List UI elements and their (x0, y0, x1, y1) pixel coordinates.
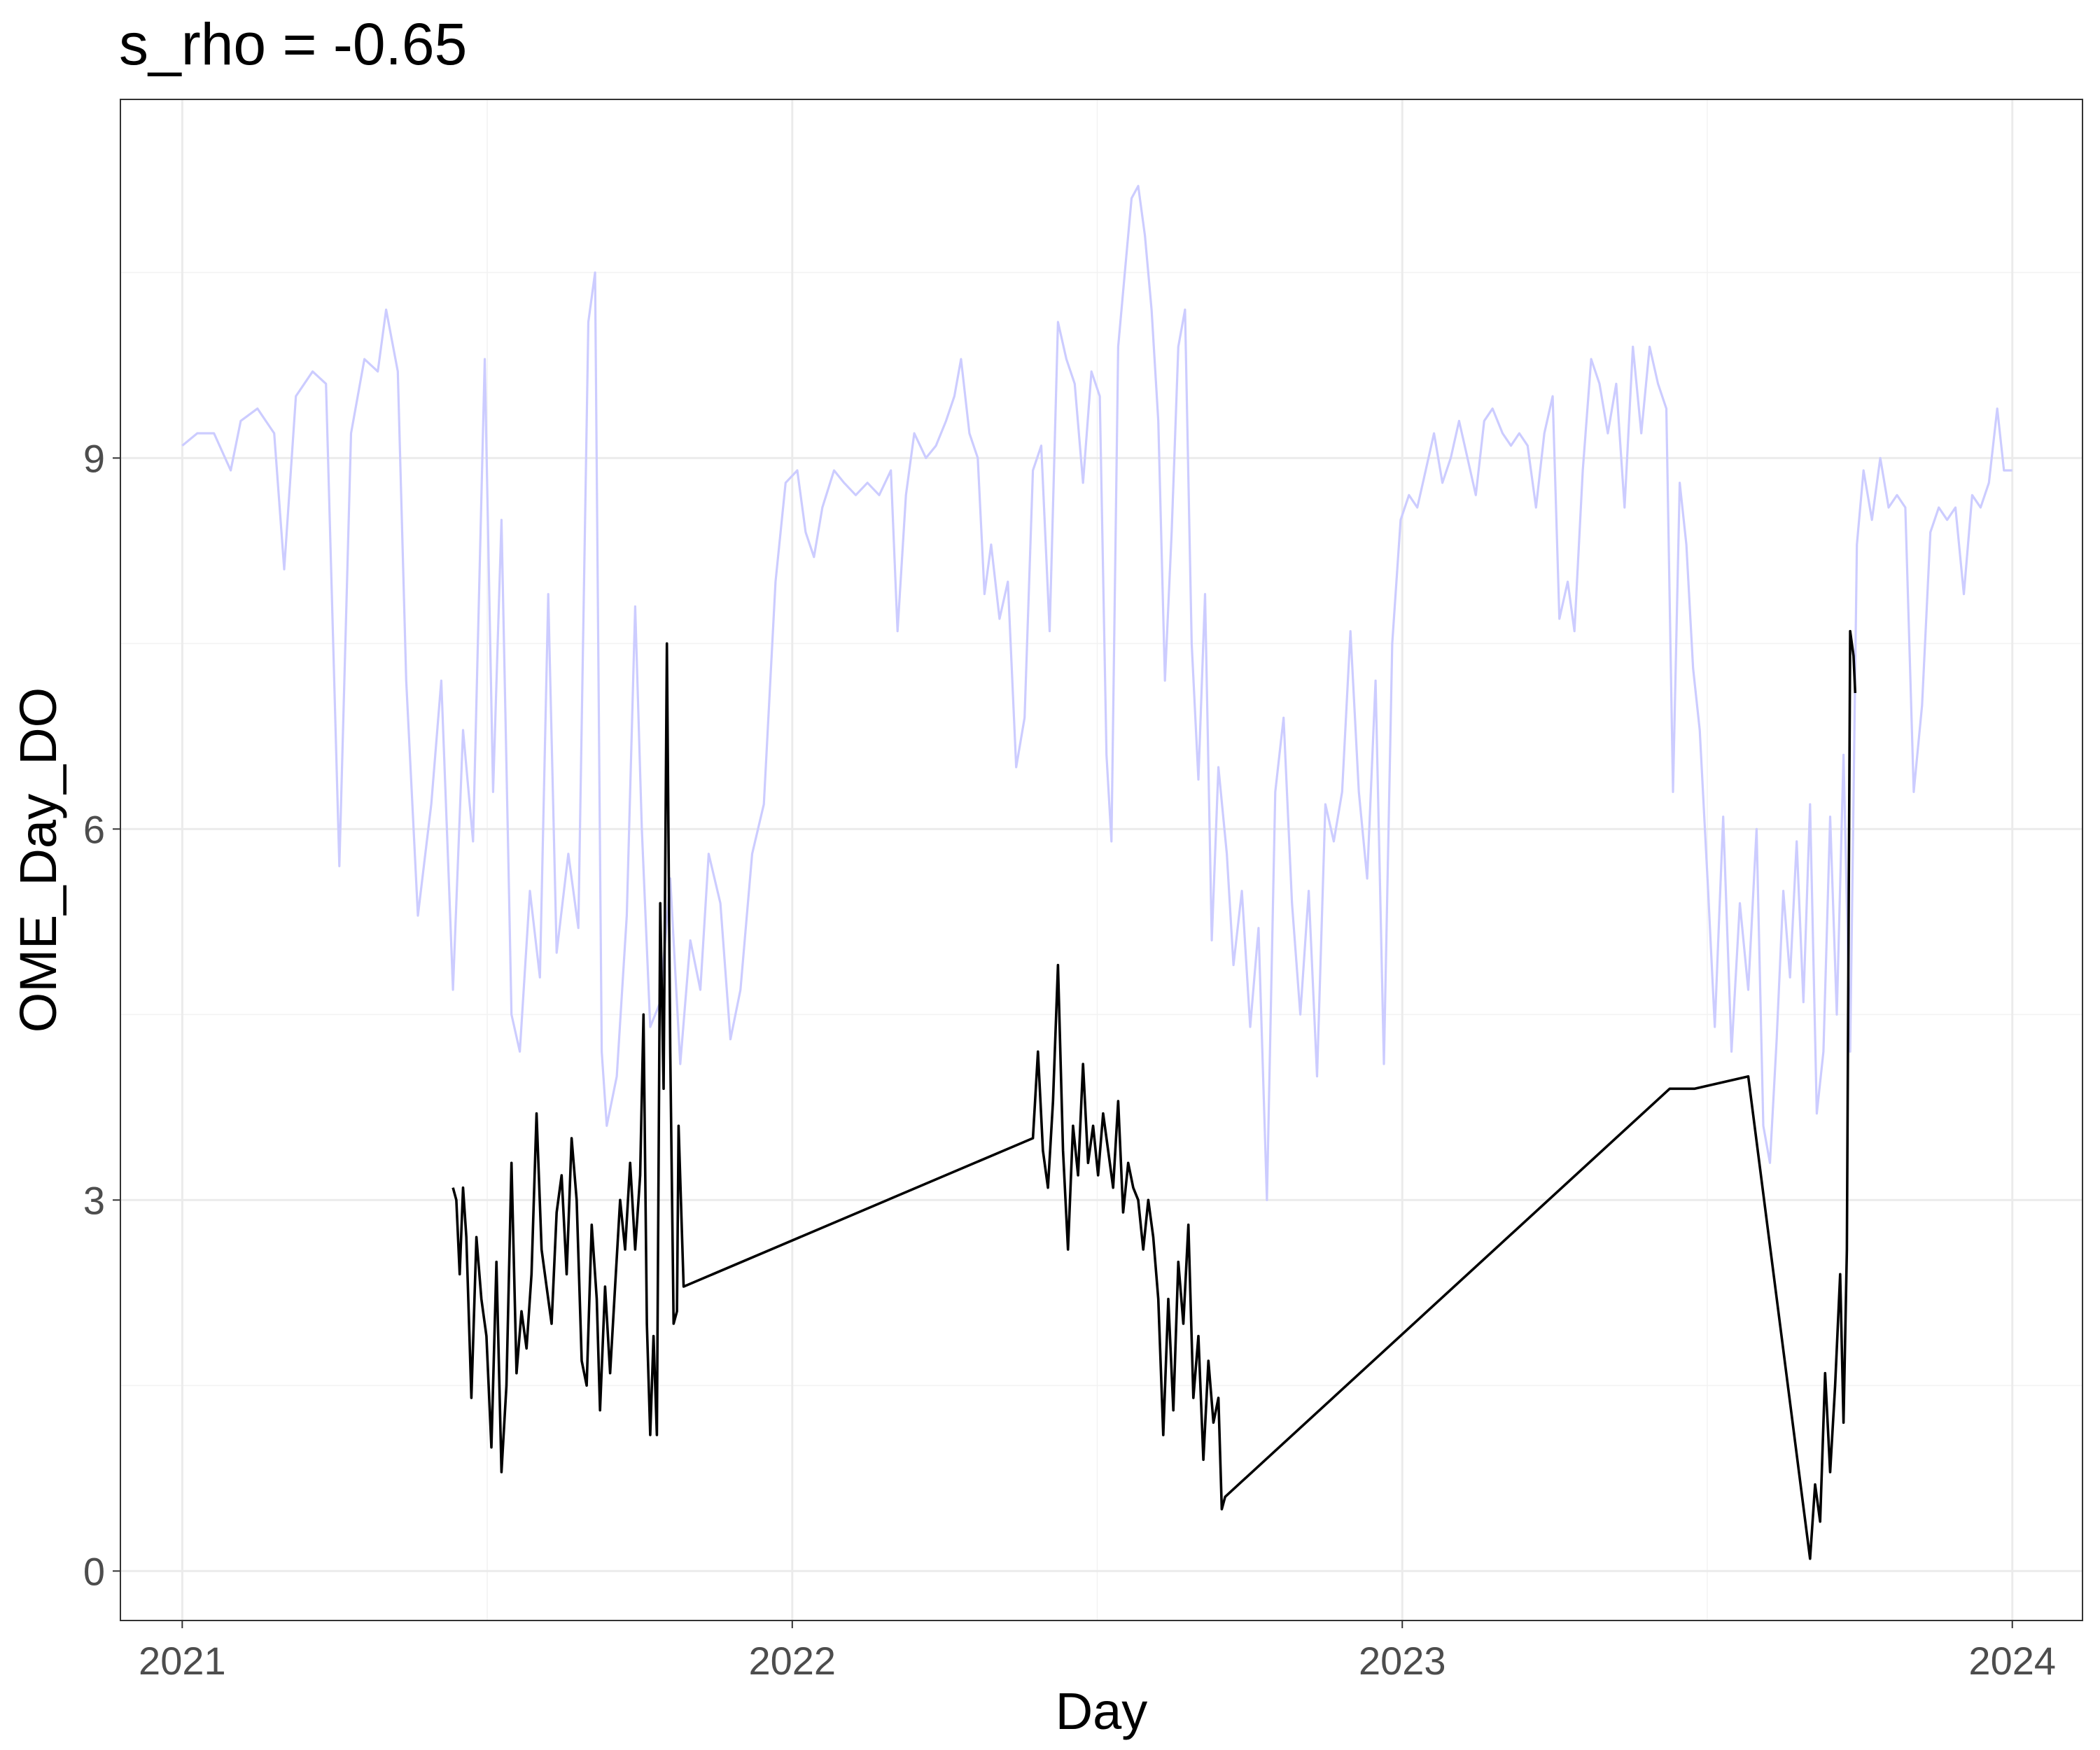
y-axis-title: OME_Day_DO (9, 687, 67, 1032)
x-tick-label: 2021 (139, 1639, 226, 1683)
series-group (181, 185, 2012, 1560)
y-tick-label: 0 (83, 1549, 105, 1593)
series-line-light-blue (181, 185, 2012, 1201)
x-tick-label: 2022 (749, 1639, 836, 1683)
y-tick-label: 6 (83, 807, 105, 851)
y-tick-label: 3 (83, 1178, 105, 1222)
x-tick-label: 2023 (1359, 1639, 1446, 1683)
axes: 0 3 6 9 2021 2022 2023 2024 (83, 436, 2056, 1683)
series-line-black (451, 629, 1857, 1560)
chart-title: s_rho = -0.65 (119, 11, 467, 77)
x-tick-label: 2024 (1968, 1639, 2056, 1683)
x-axis-title: Day (1056, 1682, 1148, 1740)
y-tick-label: 9 (83, 436, 105, 480)
plot-panel-border (120, 99, 2083, 1621)
